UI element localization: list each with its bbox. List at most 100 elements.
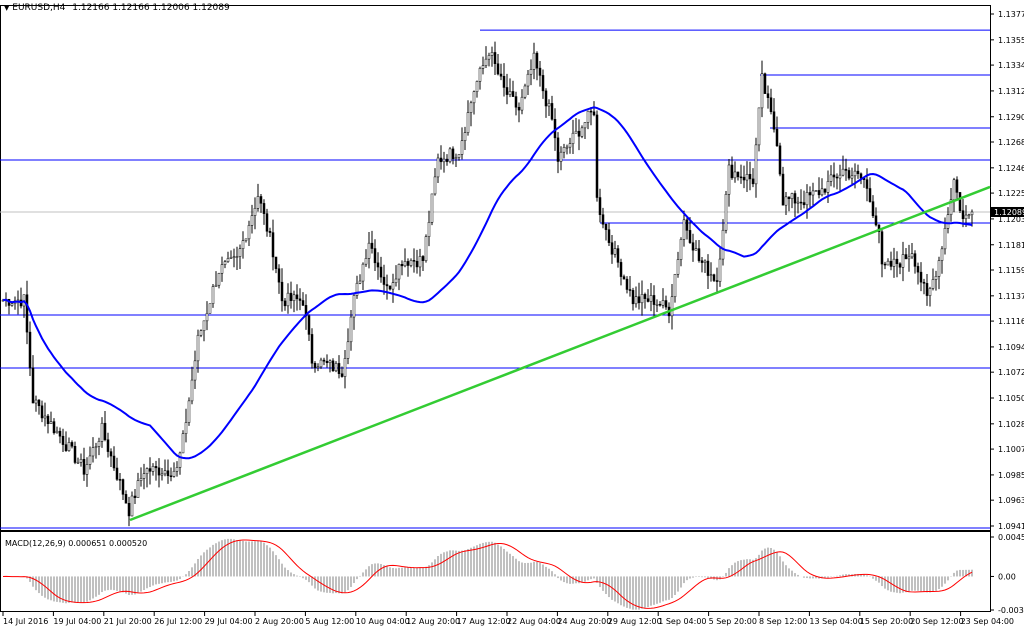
candle-body xyxy=(40,405,44,419)
macd-bar xyxy=(809,576,811,579)
macd-bar xyxy=(734,562,736,577)
macd-bar xyxy=(554,574,556,577)
candle-body xyxy=(670,296,674,317)
price-tick-label: 1.13120 xyxy=(998,87,1024,96)
candle-body xyxy=(655,304,659,306)
macd-bar xyxy=(953,572,955,577)
candle-body xyxy=(955,179,959,193)
candle-body xyxy=(562,147,566,153)
macd-bar xyxy=(83,576,85,603)
time-tick-label: 26 Jul 12:00 xyxy=(154,617,202,626)
candle-body xyxy=(625,278,629,290)
current-price-badge xyxy=(991,206,1024,217)
candle-body xyxy=(844,168,848,171)
macd-bar xyxy=(806,576,808,579)
macd-bar xyxy=(56,576,58,602)
macd-bar xyxy=(791,570,793,577)
macd-bar xyxy=(866,575,868,577)
macd-bar xyxy=(176,576,178,581)
price-tick-label: 1.13775 xyxy=(998,10,1024,19)
candle-body xyxy=(913,253,917,267)
macd-bar xyxy=(377,563,379,577)
macd-bar xyxy=(80,576,82,603)
macd-bar xyxy=(878,576,880,583)
macd-bar xyxy=(602,576,604,591)
candle-body xyxy=(613,248,617,255)
price-tick-label: 1.12250 xyxy=(998,189,1024,198)
candle-body xyxy=(895,258,899,264)
candle-body xyxy=(796,201,800,204)
price-tick-label: 1.09635 xyxy=(998,496,1024,505)
candle-body xyxy=(325,360,329,363)
macd-bar xyxy=(662,576,664,602)
candle-body xyxy=(550,103,554,120)
macd-bar xyxy=(491,541,493,577)
macd-histogram xyxy=(5,538,973,610)
macd-bar xyxy=(536,561,538,577)
macd-bar xyxy=(395,568,397,577)
candle-body xyxy=(715,280,719,282)
macd-bar xyxy=(383,565,385,577)
candle-body xyxy=(718,258,722,282)
candle-body xyxy=(466,112,470,133)
ohlc-values: 1.12166 1.12166 1.12006 1.12089 xyxy=(72,3,230,13)
macd-bar xyxy=(113,576,115,591)
macd-bar xyxy=(65,576,67,604)
macd-bar xyxy=(701,576,703,578)
macd-bar xyxy=(560,576,562,581)
macd-bar xyxy=(836,575,838,577)
candle-body xyxy=(775,128,779,147)
macd-bar xyxy=(107,576,109,591)
candle-body xyxy=(874,215,878,226)
macd-bar xyxy=(947,576,949,581)
candle-body xyxy=(130,495,134,517)
macd-bar xyxy=(659,576,661,603)
macd-bar xyxy=(473,546,475,577)
candle-body xyxy=(394,278,398,283)
macd-bar xyxy=(338,576,340,594)
triangle-down-icon[interactable]: ▼ xyxy=(4,4,10,12)
macd-bar xyxy=(860,574,862,577)
candle-body xyxy=(376,262,380,268)
candle-body xyxy=(256,196,260,209)
time-tick-label: 17 Aug 12:00 xyxy=(457,617,511,626)
macd-bar xyxy=(743,559,745,577)
macd-bar xyxy=(644,576,646,608)
macd-bar xyxy=(35,576,37,591)
macd-bar xyxy=(605,576,607,595)
macd-bar xyxy=(224,539,226,577)
macd-bar xyxy=(467,548,469,577)
macd-bar xyxy=(764,548,766,577)
candle-body xyxy=(967,214,971,217)
macd-bar xyxy=(893,576,895,593)
price-tick-label: 1.12900 xyxy=(998,113,1024,122)
macd-bar xyxy=(794,573,796,577)
macd-bar xyxy=(515,558,517,577)
candle-body xyxy=(781,173,785,206)
candle-body xyxy=(712,274,716,281)
macd-bar xyxy=(242,540,244,577)
macd-bar xyxy=(938,576,940,590)
candle-body xyxy=(910,253,914,258)
candle-body xyxy=(46,415,50,425)
candle-body xyxy=(364,258,368,265)
macd-bar xyxy=(569,576,571,584)
macd-bar xyxy=(455,550,457,577)
candle-body xyxy=(241,240,245,249)
macd-bar xyxy=(191,567,193,577)
macd-bar xyxy=(335,576,337,594)
candle-body xyxy=(889,260,893,267)
candle-body xyxy=(439,157,443,163)
candle-body xyxy=(820,188,824,196)
candle-body xyxy=(778,145,782,175)
price-tick-label: 1.09850 xyxy=(998,471,1024,480)
macd-bar xyxy=(89,576,91,601)
candle-body xyxy=(442,158,446,163)
macd-bar xyxy=(245,541,247,577)
chart-title: ▼ EURUSD,H4 1.12166 1.12166 1.12006 1.12… xyxy=(4,3,230,13)
candle-body xyxy=(406,261,410,266)
candle-body xyxy=(352,295,356,318)
macd-bar xyxy=(119,576,121,592)
candle-body xyxy=(193,360,197,381)
